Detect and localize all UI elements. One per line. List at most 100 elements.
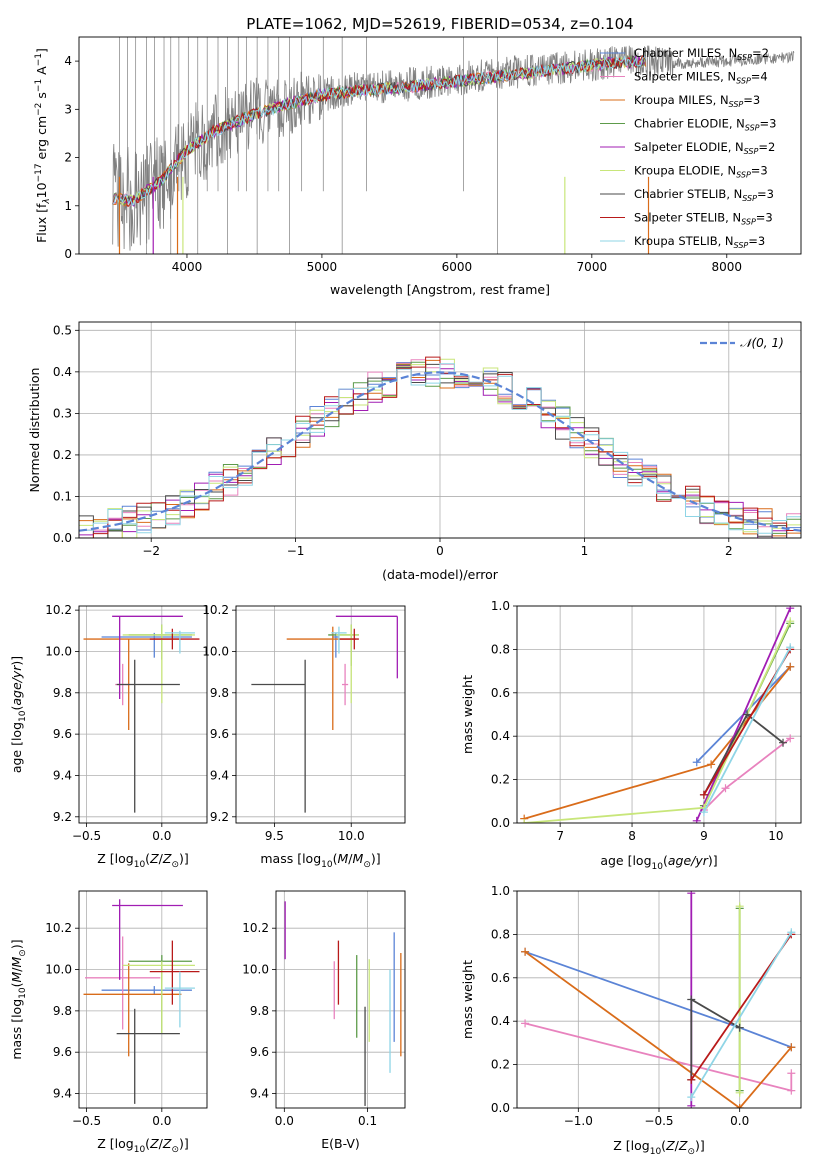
label-part: ( [663, 853, 668, 868]
label-part: ( [333, 851, 338, 866]
tick-label-y: 9.6 [210, 727, 229, 741]
legend-label-0: Chabrier MILES, NSSP=2 [634, 46, 769, 62]
legend-label-6: Chabrier STELIB, NSSP=3 [634, 187, 774, 203]
label-part: ( [145, 851, 150, 866]
label-part: −1 [34, 53, 44, 66]
tick-label-y: 9.4 [53, 1087, 72, 1101]
axes-frame [275, 890, 406, 1109]
tick-label-y: 0.1 [53, 489, 72, 503]
model-spectrum-2 [112, 54, 646, 207]
tick-label-y: 0.0 [491, 1101, 510, 1115]
label-part: 10 [134, 860, 146, 870]
tick-label-y: 10.2 [45, 603, 72, 617]
tick-label-y: 0.0 [491, 816, 510, 830]
weight-line-8 [703, 646, 791, 813]
label-part: 10 [652, 862, 664, 872]
tick-label-x: 0 [436, 544, 444, 558]
weight-marker [687, 995, 696, 1004]
x-axis-label: E(B-V) [321, 1136, 360, 1151]
label-part: ⊙ [171, 860, 179, 870]
label-part: age [log [600, 853, 651, 868]
label-part: Z [log [97, 851, 133, 866]
label-part: M [338, 851, 349, 866]
x-axis-label: age [log10(age/yr)] [600, 853, 717, 872]
x-axis-label: (data-model)/error [382, 567, 499, 582]
label-part: =3 [751, 164, 768, 178]
label-part: 10 [650, 1147, 662, 1157]
y-axis-label: Normed distribution [27, 368, 42, 493]
label-part: SSP [745, 124, 760, 133]
weight-marker [786, 643, 795, 652]
label-part: Z [162, 1136, 172, 1151]
label-part: M [353, 851, 364, 866]
weight-marker [687, 1093, 696, 1102]
tick-label-y: 9.8 [250, 1004, 269, 1018]
y-axis-label: age [log10(age/yr)] [9, 656, 28, 773]
label-part: Kroupa MILES, N [634, 93, 729, 107]
weight-marker [735, 1104, 744, 1108]
plot-area-mass-vs-ebv [284, 901, 402, 1106]
tick-label-x: 0.1 [358, 1114, 377, 1128]
tick-label-x: 4000 [172, 260, 203, 274]
tick-label-y: 0.6 [491, 971, 510, 985]
tick-label-y: 0.3 [53, 406, 72, 420]
tick-label-y: 9.8 [210, 686, 229, 700]
label-part: −17 [34, 163, 44, 182]
label-part: SSP [744, 147, 759, 156]
label-part: age [log [9, 722, 24, 773]
histogram-plot-area [79, 356, 801, 538]
weight-marker [687, 1075, 696, 1084]
tick-label-x: −0.5 [72, 1114, 101, 1128]
label-part: Salpeter ELODIE, N [634, 140, 744, 154]
tick-label-x: 9.5 [265, 829, 284, 843]
label-part: )] [371, 851, 381, 866]
label-part: )] [9, 656, 24, 666]
model-spectrum-0 [112, 56, 646, 205]
y-axis-label: mass [log10(M/M⊙)] [9, 939, 28, 1059]
weight-line-8 [690, 931, 793, 1098]
weight-marker [520, 819, 529, 823]
weight-marker [707, 760, 716, 769]
x-axis-label: mass [log10(M/M⊙)] [260, 851, 380, 870]
tick-label-x: 0.0 [275, 1114, 294, 1128]
label-part: Chabrier MILES, N [634, 46, 737, 60]
label-part: =3 [748, 234, 765, 248]
axes-frame [78, 890, 208, 1109]
model-spectrum-4 [112, 55, 646, 207]
tick-label-y: 3 [64, 102, 72, 116]
label-part: age/yr [668, 853, 709, 868]
label-part: ⊙ [363, 860, 371, 870]
tick-label-y: 1.0 [491, 599, 510, 613]
tick-label-y: 0.2 [53, 448, 72, 462]
axes-frame [78, 321, 802, 539]
tick-label-x: 6000 [442, 260, 473, 274]
label-part: Z [678, 1138, 688, 1153]
label-part: Z [149, 1136, 159, 1151]
weight-marker [786, 606, 795, 613]
tick-label-y: 0.4 [491, 1014, 510, 1028]
legend-label-8: Kroupa STELIB, NSSP=3 [634, 234, 765, 250]
axes-frame [78, 605, 208, 824]
tick-label-x: 2 [725, 544, 733, 558]
plot-area-mass-vs-z [83, 899, 200, 1104]
label-part: SSP [734, 241, 749, 250]
label-part: Chabrier ELODIE, N [634, 117, 745, 131]
tick-label-y: 0.4 [53, 365, 72, 379]
weight-line-2 [523, 666, 791, 820]
label-part: s [34, 92, 49, 103]
label-part: ( [9, 983, 24, 988]
label-part: SSP [742, 194, 757, 203]
weight-marker [721, 784, 730, 793]
label-part: =2 [752, 46, 769, 60]
label-part: Z [162, 851, 172, 866]
axes-mass-vs-ebv: 0.0 0.1 9.4 9.6 9.8 10.0 10.2 E(B-V) [242, 890, 406, 1151]
weight-line-2 [524, 951, 792, 1108]
histogram-3 [79, 361, 801, 538]
label-part: =3 [756, 211, 773, 225]
label-part: Salpeter MILES, N [634, 70, 736, 84]
tick-label-x: −1 [287, 544, 305, 558]
weight-marker [692, 758, 701, 767]
tick-label-x: 1 [581, 544, 589, 558]
weight-marker [699, 790, 708, 799]
